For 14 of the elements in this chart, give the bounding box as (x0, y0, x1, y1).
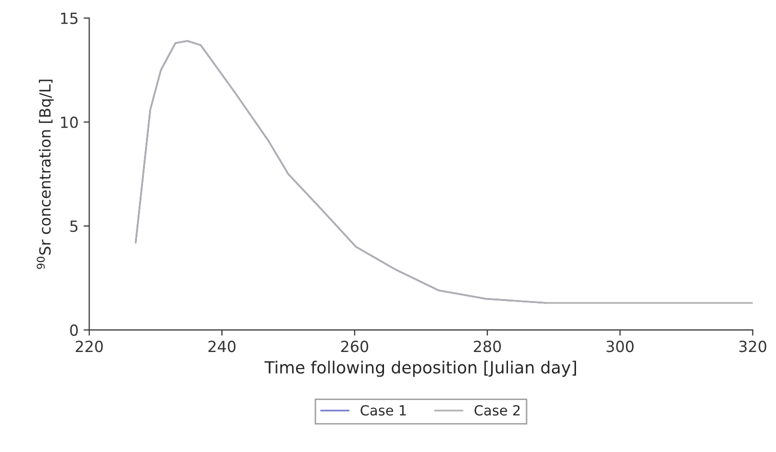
x-tick-label: 320 (739, 340, 766, 352)
x-tick-label: 220 (76, 340, 103, 352)
legend-label: Case 2 (474, 405, 520, 416)
legend-label: Case 1 (360, 405, 406, 416)
y-axis-title: $^{90}$Sr concentration [Bq/L] (36, 80, 54, 269)
x-axis-title: Time following deposition [Julian day] (264, 360, 576, 377)
y-tick-label: 0 (70, 324, 78, 336)
x-tick-label: 240 (208, 340, 236, 352)
x-tick-label: 280 (474, 340, 501, 352)
x-tick-label: 300 (606, 340, 634, 352)
x-tick-label: 260 (341, 340, 368, 352)
y-tick-label: 10 (61, 116, 78, 128)
y-tick-label: 5 (70, 220, 78, 232)
y-tick-label: 15 (61, 12, 78, 24)
